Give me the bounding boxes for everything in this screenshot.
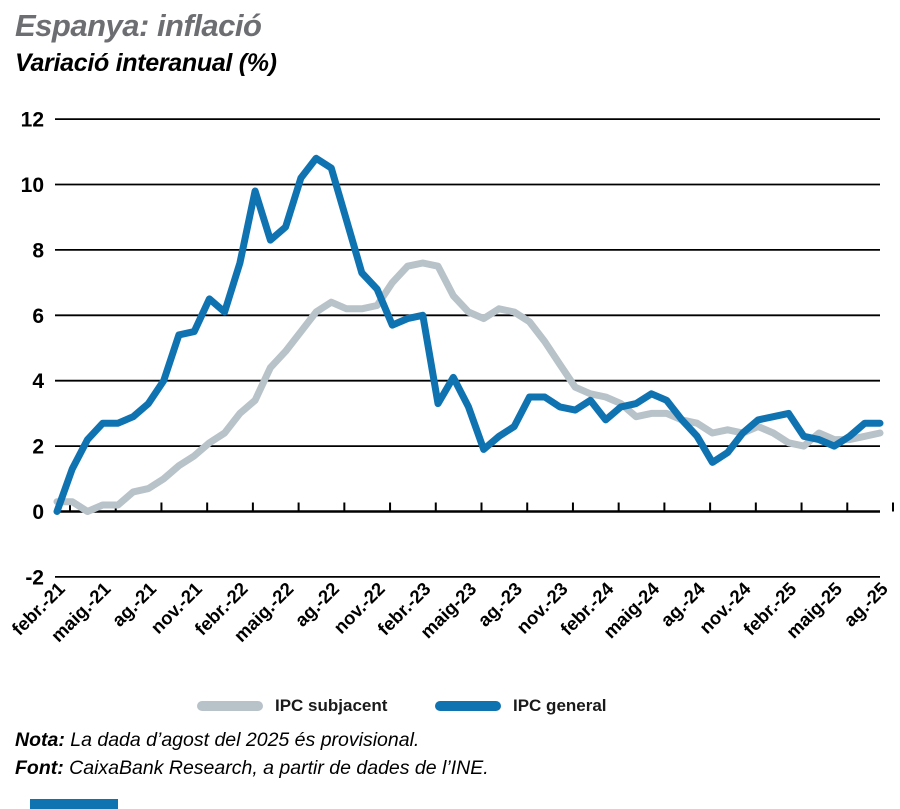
line-chart: 121086420-2febr.-21maig.-21ag.-21nov.-21… <box>7 109 894 646</box>
y-tick-label: 6 <box>32 305 44 328</box>
source-text: CaixaBank Research, a partir de dades de… <box>63 757 489 779</box>
y-tick-label: 10 <box>21 174 44 197</box>
ipc-general-line-swatch <box>435 701 501 711</box>
series-line-ipc-subjacent <box>53 259 884 515</box>
bottom-brand-bar <box>30 799 118 809</box>
note-text: La dada d’agost del 2025 és provisional. <box>64 729 420 751</box>
source-label: Font: <box>15 757 64 779</box>
page-subtitle: Variació interanual (%) <box>15 49 277 77</box>
legend-label-ipc-general: IPC general <box>513 696 607 715</box>
y-tick-label: 2 <box>32 436 44 459</box>
ipc-subjacent-line-swatch <box>197 701 263 711</box>
y-tick-label: 0 <box>32 501 44 524</box>
legend-item-ipc-general: IPC general <box>435 694 607 718</box>
chart-note: Nota: La dada d’agost del 2025 és provis… <box>15 729 419 752</box>
series-line-ipc-general <box>53 154 884 515</box>
legend-label-ipc-subjacent: IPC subjacent <box>275 696 388 715</box>
y-tick-label: 8 <box>32 239 44 262</box>
legend-item-ipc-subjacent: IPC subjacent <box>197 694 387 718</box>
page-title: Espanya: inflació <box>15 8 262 43</box>
y-tick-label: -2 <box>25 566 44 589</box>
y-tick-label: 4 <box>32 370 44 393</box>
x-tick-label: ag.-25 <box>839 578 892 631</box>
note-label: Nota: <box>15 729 65 751</box>
chart-source: Font: CaixaBank Research, a partir de da… <box>15 757 489 780</box>
y-tick-label: 12 <box>21 109 44 132</box>
